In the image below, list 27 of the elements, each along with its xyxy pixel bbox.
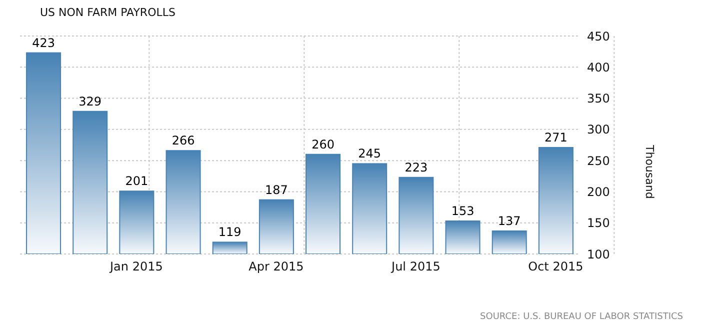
data-label: 223 bbox=[404, 160, 428, 174]
data-label: 271 bbox=[544, 130, 568, 144]
data-label: 153 bbox=[451, 204, 474, 218]
y-axis-title: Thousand bbox=[643, 144, 656, 199]
x-tick-label: Jul 2015 bbox=[390, 260, 440, 274]
y-tick-label: 150 bbox=[587, 216, 610, 230]
x-tick-label: Apr 2015 bbox=[248, 260, 304, 274]
x-tick-label: Jan 2015 bbox=[109, 260, 163, 274]
data-label: 137 bbox=[498, 214, 521, 228]
y-tick-label: 250 bbox=[587, 154, 610, 168]
data-label: 245 bbox=[358, 146, 382, 161]
y-tick-label: 300 bbox=[587, 122, 610, 137]
y-tick-label: 200 bbox=[587, 184, 610, 199]
y-tick-label: 100 bbox=[587, 247, 610, 262]
y-tick-label: 450 bbox=[587, 29, 610, 44]
data-label: 266 bbox=[172, 134, 195, 148]
source-note: SOURCE: U.S. BUREAU OF LABOR STATISTICS bbox=[480, 312, 683, 322]
data-label: 201 bbox=[125, 174, 148, 188]
data-label: 260 bbox=[312, 137, 334, 152]
x-tick-label: Oct 2015 bbox=[528, 260, 584, 274]
data-label: 187 bbox=[264, 182, 288, 197]
data-label: 423 bbox=[32, 36, 55, 50]
data-label: 329 bbox=[78, 94, 102, 108]
chart-title: US NON FARM PAYROLLS bbox=[40, 6, 176, 19]
y-tick-label: 400 bbox=[587, 60, 610, 74]
data-label: 119 bbox=[218, 225, 242, 240]
y-tick-label: 350 bbox=[587, 92, 610, 106]
